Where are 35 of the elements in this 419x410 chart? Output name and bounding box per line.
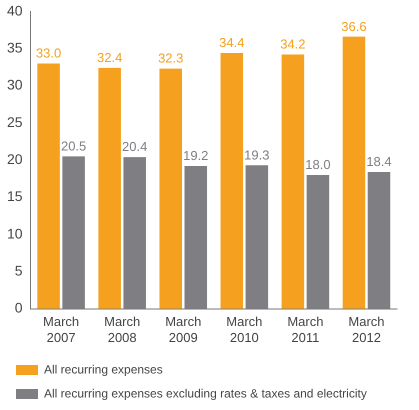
data-label: 18.4 bbox=[366, 154, 392, 170]
bar bbox=[37, 63, 60, 309]
data-label: 34.4 bbox=[219, 35, 244, 50]
x-tick-label: March 2012 bbox=[348, 314, 385, 345]
data-label: 32.4 bbox=[97, 50, 122, 65]
x-tick-label: March 2011 bbox=[287, 314, 324, 345]
data-label: 32.3 bbox=[158, 50, 184, 66]
data-label: 20.5 bbox=[60, 138, 86, 154]
y-tick-label: 15 bbox=[6, 188, 23, 204]
legend-label: All recurring expenses bbox=[44, 362, 163, 376]
legend-label: All recurring expenses excluding rates & taxes and electricity bbox=[44, 386, 367, 400]
data-label: 36.6 bbox=[341, 18, 367, 34]
x-tick-label: March 2008 bbox=[104, 314, 140, 345]
y-tick-label: 30 bbox=[6, 76, 23, 93]
y-tick-label: 10 bbox=[6, 225, 23, 242]
y-tick-label: 5 bbox=[14, 262, 23, 278]
bar bbox=[98, 68, 121, 309]
bar bbox=[159, 68, 182, 309]
y-tick-label: 40 bbox=[6, 2, 23, 18]
data-label: 34.2 bbox=[280, 36, 306, 52]
bar bbox=[282, 54, 304, 309]
bar bbox=[342, 36, 366, 309]
data-label: 18.0 bbox=[305, 157, 331, 172]
y-tick-label: 35 bbox=[6, 39, 23, 56]
y-tick-label: 25 bbox=[6, 114, 23, 130]
y-tick-label: 20 bbox=[6, 150, 23, 167]
data-label: 33.0 bbox=[36, 46, 62, 61]
x-tick-label: March 2009 bbox=[165, 314, 202, 345]
x-tick-label: March 2010 bbox=[226, 314, 262, 345]
y-tick-label: 0 bbox=[14, 300, 23, 316]
data-label: 20.4 bbox=[122, 139, 148, 154]
x-tick-label: March 2007 bbox=[43, 314, 80, 345]
data-label: 19.2 bbox=[183, 148, 208, 164]
bar bbox=[220, 53, 244, 309]
data-label: 19.3 bbox=[244, 147, 270, 162]
